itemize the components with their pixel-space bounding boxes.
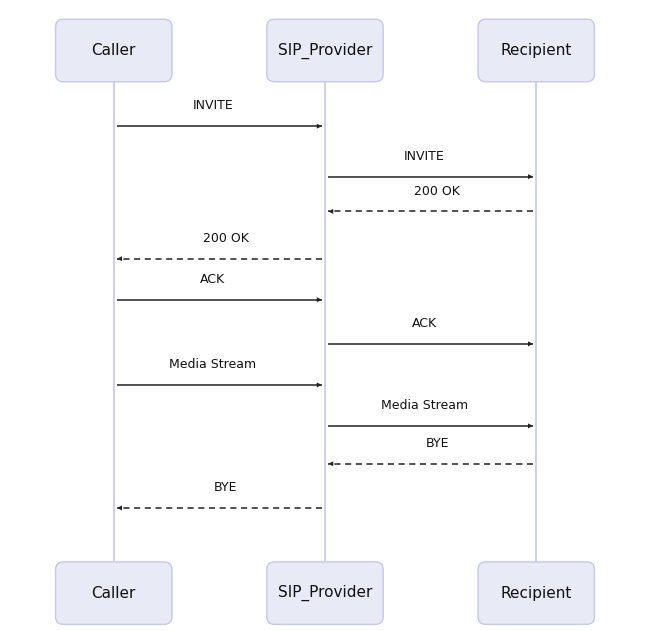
Text: ACK: ACK: [200, 273, 226, 286]
FancyBboxPatch shape: [55, 19, 172, 81]
FancyBboxPatch shape: [55, 562, 172, 625]
Text: Media Stream: Media Stream: [169, 358, 257, 371]
Text: INVITE: INVITE: [192, 99, 233, 112]
Text: Recipient: Recipient: [500, 43, 572, 58]
Text: 200 OK: 200 OK: [203, 232, 249, 245]
Text: SIP_Provider: SIP_Provider: [278, 42, 372, 59]
Text: Caller: Caller: [92, 43, 136, 58]
Text: Caller: Caller: [92, 586, 136, 601]
Text: ACK: ACK: [411, 317, 437, 330]
Text: Recipient: Recipient: [500, 586, 572, 601]
FancyBboxPatch shape: [478, 562, 594, 625]
Text: BYE: BYE: [214, 481, 238, 494]
FancyBboxPatch shape: [266, 19, 383, 81]
FancyBboxPatch shape: [478, 19, 594, 81]
Text: SIP_Provider: SIP_Provider: [278, 585, 372, 601]
Text: BYE: BYE: [425, 437, 449, 450]
Text: 200 OK: 200 OK: [414, 184, 460, 198]
Text: INVITE: INVITE: [404, 150, 445, 163]
FancyBboxPatch shape: [266, 562, 383, 625]
Text: Media Stream: Media Stream: [380, 399, 468, 412]
